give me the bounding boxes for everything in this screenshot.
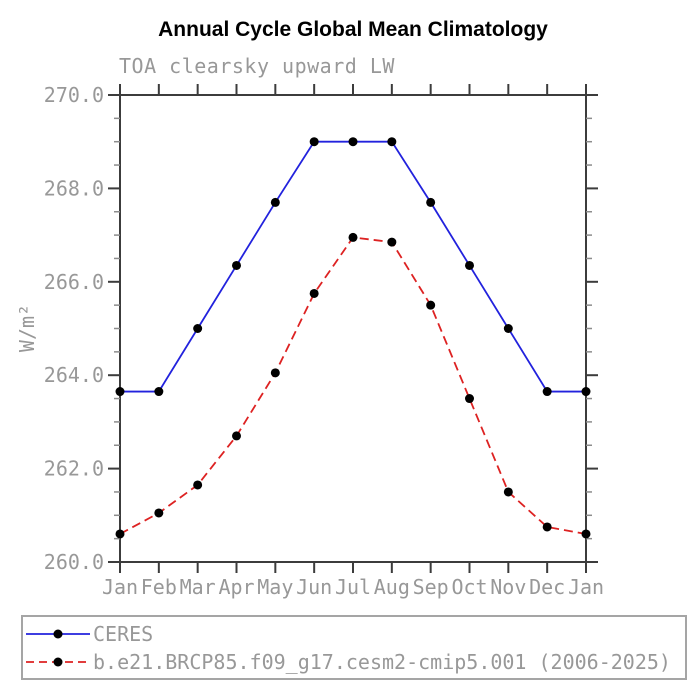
legend-item: b.e21.BRCP85.f09_g17.cesm2-cmip5.001 (20… (23, 648, 685, 676)
series-marker (387, 237, 397, 247)
series-line (120, 140, 586, 393)
series-marker (426, 300, 436, 310)
series-marker (348, 232, 358, 242)
legend-box: CERES b.e21.BRCP85.f09_g17.cesm2-cmip5.00… (21, 615, 687, 680)
x-axis-month-label: Jun (296, 575, 332, 599)
legend-item: CERES (23, 620, 685, 648)
legend-marker (53, 657, 63, 666)
x-axis-month-label: Dec (529, 575, 565, 599)
series-marker (542, 522, 552, 532)
x-axis-month-label: Mar (180, 575, 216, 599)
series-marker (232, 431, 241, 441)
x-axis-month-label: Jul (335, 575, 371, 599)
series-marker (154, 508, 164, 518)
x-axis-month-label: Oct (451, 575, 487, 599)
legend-rows: CERES b.e21.BRCP85.f09_g17.cesm2-cmip5.00… (23, 620, 685, 676)
legend-label: b.e21.BRCP85.f09_g17.cesm2-cmip5.001 (20… (93, 649, 671, 674)
x-axis-month-label: Apr (218, 575, 254, 599)
x-axis-month-label: Nov (490, 575, 526, 599)
series-marker (581, 529, 591, 539)
series-marker (309, 137, 319, 147)
series-marker (154, 387, 164, 397)
series-marker (542, 387, 552, 397)
chart-subtitle: TOA clearsky upward LW (119, 54, 395, 78)
y-axis-tick-label: 264.0 (44, 363, 104, 387)
legend-line-sample (26, 657, 90, 666)
series-marker (193, 480, 203, 490)
series-marker (387, 137, 397, 147)
x-axis-month-label: Aug (374, 575, 410, 599)
series-line (119, 236, 587, 535)
series-marker (426, 197, 436, 207)
x-axis-month-label: Jan (568, 575, 604, 599)
series-marker (232, 260, 241, 270)
legend-marker (53, 629, 63, 638)
y-axis-tick-label: 262.0 (44, 457, 104, 481)
y-axis-tick-label: 266.0 (44, 270, 104, 294)
series-marker (465, 394, 474, 404)
legend-label: CERES (93, 621, 154, 646)
x-axis-month-label: Feb (141, 575, 177, 599)
x-axis-month-label: Jan (102, 575, 138, 599)
x-axis-month-label: May (257, 575, 293, 599)
series-marker (193, 324, 203, 333)
series-marker (503, 324, 513, 333)
series-marker (503, 487, 513, 497)
series-marker (581, 387, 591, 397)
series-marker (115, 529, 125, 539)
y-axis-tick-label: 260.0 (44, 550, 104, 574)
series-marker (270, 368, 280, 378)
series-marker (270, 197, 280, 207)
series-marker (115, 387, 125, 397)
chart-title: Annual Cycle Global Mean Climatology (158, 18, 548, 41)
series-marker (348, 137, 358, 147)
legend-line-sample (26, 629, 90, 638)
y-axis-tick-label: 268.0 (44, 176, 104, 200)
series-marker (465, 260, 474, 270)
y-axis-tick-label: 270.0 (44, 83, 104, 107)
series-marker (309, 288, 319, 298)
x-axis-month-label: Sep (413, 575, 449, 599)
